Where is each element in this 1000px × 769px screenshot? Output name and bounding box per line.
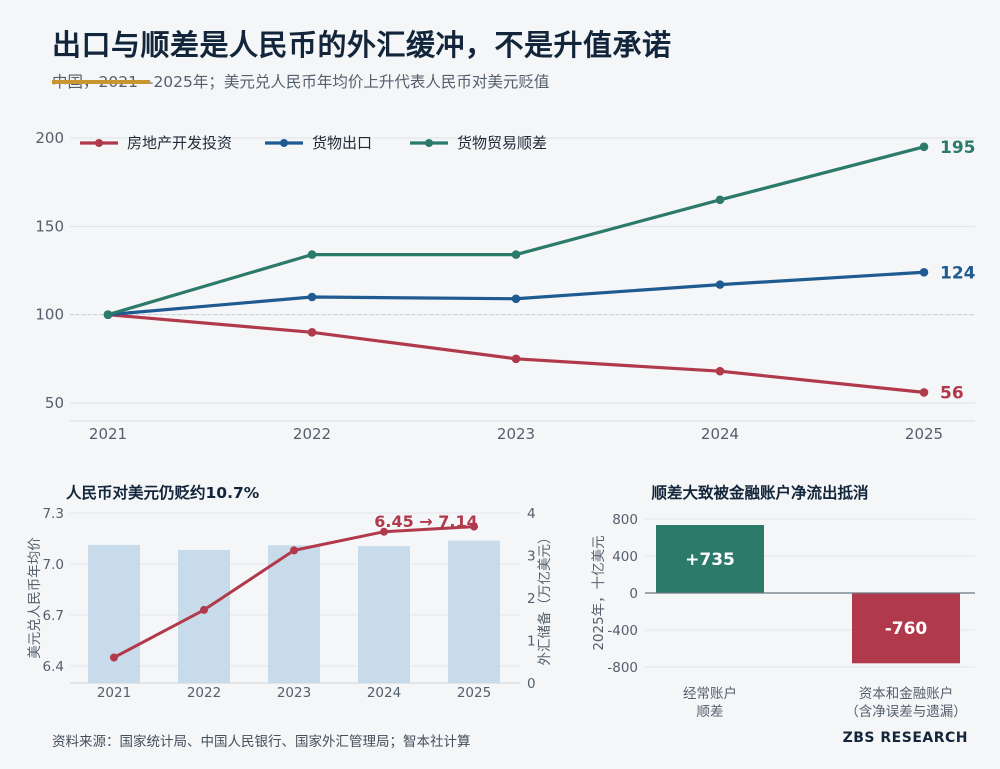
data-point — [919, 267, 929, 277]
y-axis-title-balance: 2025年，十亿美元 — [591, 535, 607, 650]
y-right-tick-label: 1 — [527, 634, 536, 650]
balance-bar — [656, 525, 764, 593]
y-tick-label-balance: 0 — [629, 586, 638, 602]
legend-label: 货物贸易顺差 — [457, 134, 547, 152]
data-point — [919, 142, 929, 152]
y-right-tick-label: 2 — [527, 591, 536, 607]
reserve-bar — [88, 544, 140, 683]
subtitle-accent-bar — [52, 80, 150, 84]
page-title: 出口与顺差是人民币的外汇缓冲，不是升值承诺 — [52, 28, 672, 62]
x-tick-label-balance: 经常账户 — [683, 685, 737, 702]
x-tick-label-fx: 2021 — [97, 685, 131, 701]
y-tick-label: 50 — [45, 394, 64, 412]
y-left-tick-label: 6.7 — [43, 608, 64, 624]
data-point — [715, 195, 725, 205]
y-tick-label: 100 — [35, 306, 64, 324]
legend-swatch-dot — [425, 139, 433, 147]
fx-rate-point — [110, 653, 118, 662]
data-point — [919, 388, 929, 397]
reserve-bar — [358, 546, 410, 683]
x-tick-label-fx: 2024 — [367, 685, 401, 701]
legend-label: 房地产开发投资 — [127, 134, 232, 152]
data-point — [307, 328, 317, 337]
balance-value-label: +735 — [685, 550, 735, 570]
fx-rate-point — [290, 546, 298, 555]
x-tick-label-balance: 资本和金融账户 — [859, 685, 954, 702]
x-tick-label-fx: 2022 — [187, 685, 221, 701]
data-point — [715, 366, 725, 376]
data-point — [511, 294, 521, 304]
legend-swatch-dot — [95, 139, 103, 147]
x-tick-label-fx: 2025 — [457, 685, 491, 701]
y-tick-label-balance: 800 — [612, 512, 638, 528]
x-tick-label-balance: 顺差 — [697, 704, 724, 720]
y-right-tick-label: 0 — [527, 676, 536, 692]
fx-rate-point — [470, 522, 478, 531]
end-value-label: 195 — [940, 138, 976, 158]
y-left-axis-title: 美元兑人民币年均价 — [27, 537, 43, 659]
x-tick-label: 2022 — [293, 425, 331, 443]
fx-annotation: 6.45 → 7.14 — [374, 512, 478, 531]
y-left-tick-label: 6.4 — [43, 659, 64, 675]
y-left-tick-label: 7.3 — [43, 506, 64, 522]
panel-title-fx: 人民币对美元仍贬约10.7% — [66, 483, 260, 502]
legend-swatch-dot — [280, 139, 288, 147]
end-value-label: 56 — [940, 383, 964, 403]
x-tick-label: 2024 — [701, 425, 739, 443]
y-tick-label: 200 — [35, 129, 64, 147]
x-tick-label: 2021 — [89, 425, 127, 443]
x-tick-label: 2023 — [497, 425, 535, 443]
data-point — [103, 310, 113, 319]
x-tick-label-balance: （含净误差与遗漏） — [845, 704, 967, 720]
y-tick-label-balance: 400 — [612, 549, 638, 565]
data-point — [715, 280, 725, 289]
y-tick-label-balance: -800 — [607, 660, 638, 676]
fx-rate-point — [200, 605, 208, 614]
brand-logo-text: ZBS RESEARCH — [842, 730, 968, 746]
series-line-2 — [107, 145, 925, 317]
y-right-tick-label: 3 — [527, 549, 536, 565]
legend-label: 货物出口 — [312, 134, 372, 152]
reserve-bar — [178, 549, 230, 683]
y-tick-label: 150 — [35, 217, 64, 235]
y-tick-label-balance: -400 — [607, 623, 638, 639]
source-note: 资料来源：国家统计局、中国人民银行、国家外汇管理局；智本社计算 — [52, 734, 471, 750]
page-subtitle: 中国，2021—2025年；美元兑人民币年均价上升代表人民币对美元贬值 — [52, 73, 550, 91]
panel-title-balance: 顺差大致被金融账户净流出抵消 — [651, 483, 868, 502]
y-right-axis-title: 外汇储备（万亿美元） — [536, 531, 553, 666]
reserve-bar — [268, 545, 320, 683]
y-right-tick-label: 4 — [527, 506, 536, 522]
data-point — [307, 292, 317, 302]
fx-rate-point — [380, 527, 388, 536]
data-point — [511, 354, 521, 364]
data-point — [511, 250, 521, 259]
data-point — [307, 250, 317, 259]
end-value-label: 124 — [940, 263, 976, 283]
x-tick-label: 2025 — [905, 425, 943, 443]
balance-value-label: -760 — [885, 619, 928, 639]
y-left-tick-label: 7.0 — [43, 557, 64, 573]
series-line-0 — [107, 313, 925, 394]
balance-bar — [852, 593, 960, 664]
reserve-bar — [448, 540, 500, 683]
x-tick-label-fx: 2023 — [277, 685, 311, 701]
